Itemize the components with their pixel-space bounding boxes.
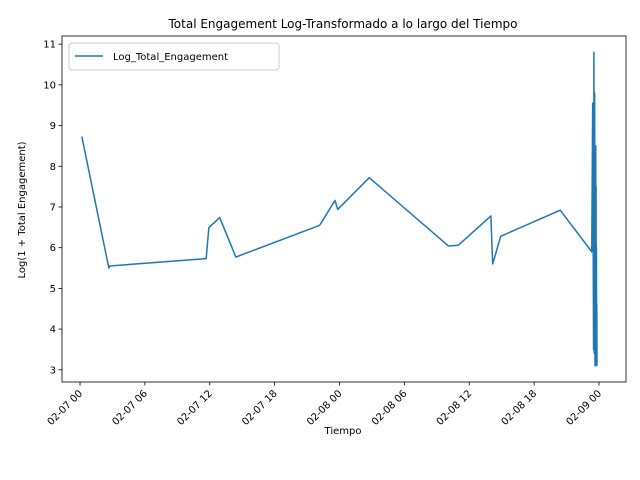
x-axis-label: Tiempo bbox=[324, 426, 362, 437]
y-tick-label: 6 bbox=[50, 243, 56, 254]
legend-label: Log_Total_Engagement bbox=[113, 52, 228, 63]
y-tick-label: 7 bbox=[50, 202, 56, 213]
y-tick-label: 8 bbox=[50, 162, 56, 173]
y-tick-label: 10 bbox=[43, 80, 56, 91]
legend: Log_Total_Engagement bbox=[68, 42, 280, 71]
y-axis: 3 4 5 6 7 8 9 10 11 bbox=[43, 40, 62, 376]
y-tick-label: 11 bbox=[43, 40, 56, 51]
legend-box bbox=[68, 42, 280, 71]
y-axis-label: Log(1 + Total Engagement) bbox=[17, 141, 28, 278]
y-tick-label: 4 bbox=[50, 325, 56, 336]
y-tick-label: 3 bbox=[50, 365, 56, 376]
series-line-0 bbox=[81, 51, 598, 367]
chart-title: Total Engagement Log-Transformado a lo l… bbox=[168, 17, 518, 31]
axes-frame bbox=[61, 35, 627, 383]
y-tick-label: 5 bbox=[50, 284, 56, 295]
y-tick-label: 9 bbox=[50, 121, 56, 132]
plot-area bbox=[61, 35, 627, 383]
